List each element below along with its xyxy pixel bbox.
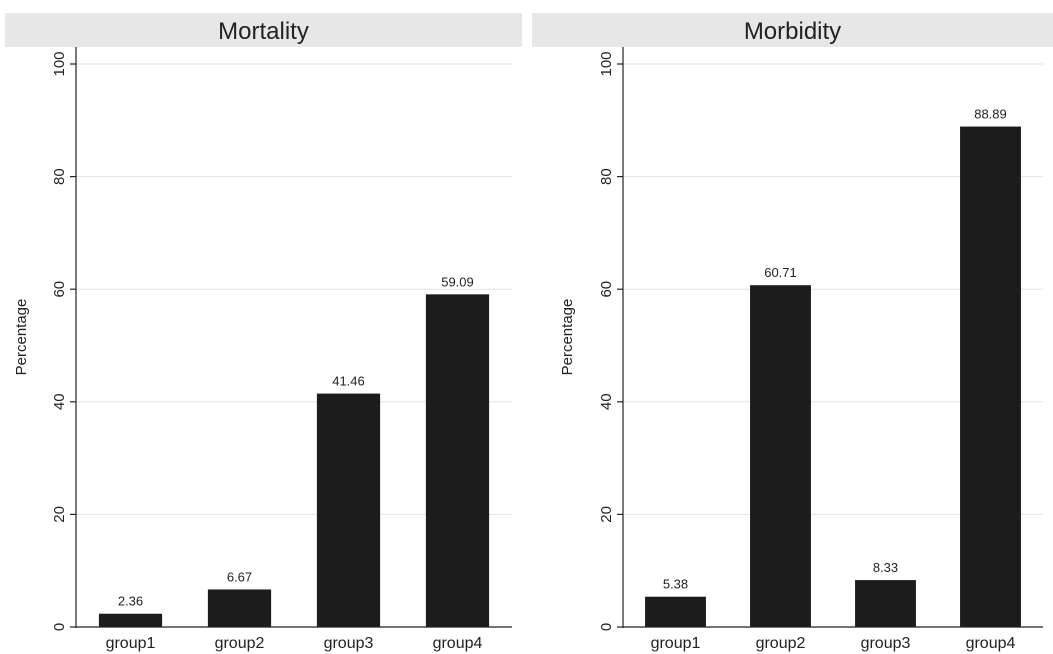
- bar-group2: [750, 285, 811, 627]
- x-tick-label: group2: [215, 635, 265, 652]
- x-tick-label: group1: [651, 635, 701, 652]
- bar-group3: [855, 580, 916, 627]
- panel-mortality: Mortality Percentage 0 20 40 60 80 100 2.36 gro…: [5, 13, 522, 652]
- y-tick-label: 20: [51, 506, 68, 523]
- bar-group4: [960, 126, 1021, 627]
- y-tick-label: 60: [598, 281, 615, 298]
- bar-group2: [207, 589, 272, 627]
- title-band: [5, 13, 522, 47]
- labels: 0 20 40 60 80 100 2.36 group1 6.67 group2 41.46 gro…: [51, 51, 483, 652]
- bar-value-label: 8.33: [873, 560, 898, 575]
- y-tick-label: 20: [598, 506, 615, 523]
- bar-group1: [645, 596, 706, 627]
- bar-value-label: 41.46: [332, 374, 365, 389]
- bar-value-label: 5.38: [663, 577, 688, 592]
- y-tick-label: 100: [598, 51, 615, 76]
- x-tick-label: group1: [106, 635, 156, 652]
- x-tick-label: group3: [324, 635, 374, 652]
- axes: [70, 47, 512, 628]
- y-tick-label: 100: [51, 51, 68, 76]
- bar-value-label: 88.89: [974, 107, 1007, 122]
- title-band: [532, 13, 1053, 47]
- bar-value-label: 6.67: [227, 569, 252, 584]
- axes: [617, 47, 1043, 628]
- bars: [98, 294, 490, 627]
- y-tick-label: 40: [598, 393, 615, 410]
- bar-value-label: 59.09: [441, 274, 474, 289]
- bar-group3: [316, 393, 381, 627]
- y-tick-label: 40: [51, 393, 68, 410]
- x-tick-label: group2: [756, 635, 806, 652]
- bar-value-label: 2.36: [118, 594, 143, 609]
- y-tick-label: 80: [51, 168, 68, 185]
- bars: [645, 126, 1021, 627]
- labels: 0 20 40 60 80 100 5.38 group1 60.71 group2 8.33 gro…: [598, 51, 1016, 652]
- bar-group4: [425, 294, 490, 627]
- x-tick-label: group3: [861, 635, 911, 652]
- chart-title: Morbidity: [744, 18, 841, 45]
- y-axis-label: Percentage: [13, 299, 30, 376]
- x-tick-label: group4: [433, 635, 483, 652]
- y-tick-label: 0: [51, 623, 68, 631]
- x-tick-label: group4: [966, 635, 1016, 652]
- y-tick-label: 80: [598, 168, 615, 185]
- y-tick-label: 60: [51, 281, 68, 298]
- bar-group1: [98, 613, 163, 627]
- bar-value-label: 60.71: [764, 265, 797, 280]
- y-axis-label: Percentage: [559, 299, 576, 376]
- panel-morbidity: Morbidity Percentage 0 20 40 60 80 100 5.38 gro…: [532, 13, 1053, 652]
- y-tick-label: 0: [598, 623, 615, 631]
- chart-title: Mortality: [218, 18, 309, 45]
